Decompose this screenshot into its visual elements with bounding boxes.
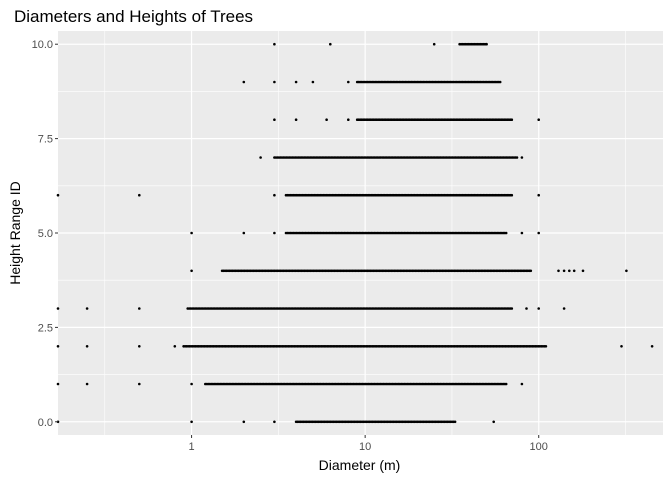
data-point xyxy=(557,269,560,273)
data-point xyxy=(242,80,246,84)
data-point xyxy=(625,269,628,273)
data-point xyxy=(85,307,89,310)
data-point xyxy=(562,307,566,310)
data-point xyxy=(273,193,276,197)
data-point xyxy=(273,231,276,235)
data-point xyxy=(572,269,576,273)
data-point xyxy=(56,193,60,197)
data-point xyxy=(273,420,276,424)
data-point xyxy=(347,80,350,84)
data-point xyxy=(294,80,298,84)
data-point xyxy=(56,307,60,310)
data-point xyxy=(515,156,519,159)
data-point xyxy=(56,345,60,348)
data-point xyxy=(242,420,246,424)
data-point xyxy=(138,345,141,348)
x-axis-title: Diameter (m) xyxy=(319,457,401,473)
data-point xyxy=(537,231,540,235)
data-point xyxy=(650,345,654,348)
y-axis-title: Height Range ID xyxy=(7,181,23,285)
chart-title: Diameters and Heights of Trees xyxy=(14,7,253,26)
y-tick-label: 2.5 xyxy=(38,322,53,334)
data-point xyxy=(56,382,60,386)
y-tick-label: 0.0 xyxy=(38,417,53,429)
data-point xyxy=(520,231,524,235)
data-point xyxy=(492,420,496,424)
data-point xyxy=(510,193,514,197)
data-point xyxy=(259,156,262,159)
x-tick-label: 10 xyxy=(359,441,371,453)
data-point xyxy=(325,118,328,121)
data-point xyxy=(432,42,436,46)
data-point xyxy=(190,420,193,424)
data-point xyxy=(190,382,193,386)
data-point xyxy=(173,345,177,348)
data-point xyxy=(537,193,540,197)
x-tick-label: 1 xyxy=(189,441,195,453)
data-point xyxy=(537,118,540,121)
data-point xyxy=(510,307,514,310)
x-axis-ticks: 1 10 100 xyxy=(189,435,548,453)
data-point xyxy=(498,80,502,84)
data-point xyxy=(510,118,514,121)
data-points xyxy=(56,42,654,424)
data-point xyxy=(138,382,141,386)
data-point xyxy=(544,345,548,348)
data-point xyxy=(190,231,193,235)
data-point xyxy=(85,345,89,348)
data-point xyxy=(529,269,533,273)
data-point xyxy=(273,80,276,84)
data-point xyxy=(562,269,566,273)
data-point xyxy=(520,156,524,159)
y-tick-label: 10.0 xyxy=(32,39,53,51)
data-point xyxy=(85,382,89,386)
data-point xyxy=(620,345,623,348)
y-tick-label: 5.0 xyxy=(38,228,53,240)
data-point xyxy=(294,118,298,121)
y-axis-ticks: 0.0 2.5 5.0 7.5 10.0 xyxy=(32,39,58,429)
data-point xyxy=(537,307,540,310)
data-point xyxy=(568,269,571,273)
data-point xyxy=(525,307,528,310)
data-point xyxy=(485,42,488,46)
data-point xyxy=(329,42,332,46)
data-point xyxy=(138,193,141,197)
data-point xyxy=(190,269,193,273)
data-point xyxy=(581,269,585,273)
data-point xyxy=(242,231,246,235)
data-point xyxy=(273,42,276,46)
data-point xyxy=(453,420,457,424)
data-point xyxy=(504,231,508,235)
data-point xyxy=(273,118,276,121)
y-tick-label: 7.5 xyxy=(38,134,53,146)
x-tick-label: 100 xyxy=(530,441,548,453)
data-point xyxy=(504,382,508,386)
data-point xyxy=(311,80,315,84)
data-point xyxy=(138,307,141,310)
data-point xyxy=(520,382,524,386)
data-point xyxy=(347,118,350,121)
